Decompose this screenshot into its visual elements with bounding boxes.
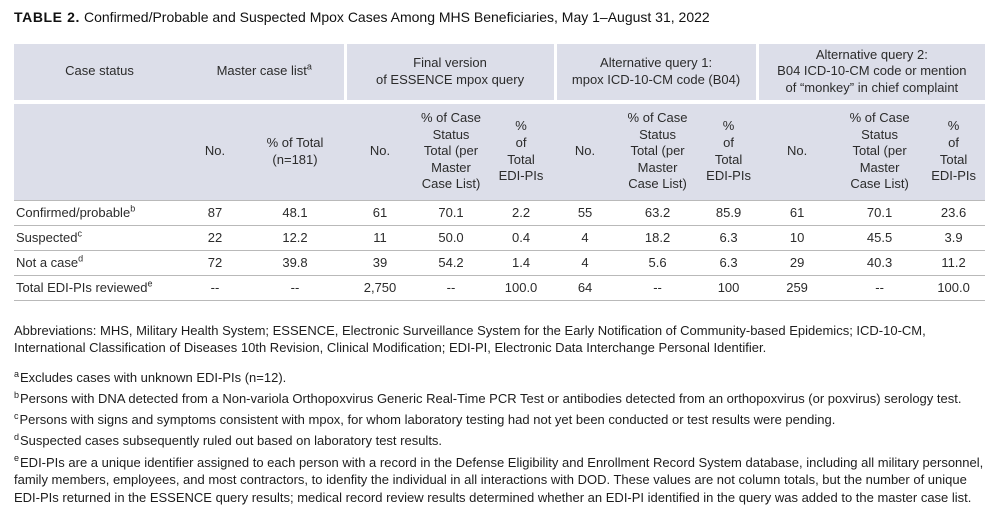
footnote-marker-c: c <box>77 228 82 239</box>
column-header-pct-case-status: % of Case Status Total (per Master Case … <box>415 101 488 201</box>
cell: -- <box>615 275 701 301</box>
abbreviations-text: Abbreviations: MHS, Military Health Syst… <box>14 322 926 356</box>
group-header-row: Case status Master case lista Final vers… <box>14 43 986 104</box>
cell: 45.5 <box>837 225 923 251</box>
cell: 22 <box>185 225 245 251</box>
column-header-pct-total: % of Total (n=181) <box>245 101 346 201</box>
cell: 100.0 <box>487 275 556 301</box>
cell: 10 <box>757 225 838 251</box>
cell: 48.1 <box>245 200 346 226</box>
cell: 63.2 <box>615 200 701 226</box>
column-header-pct-edi-pis: % of Total EDI-PIs <box>487 101 556 201</box>
cell: 61 <box>345 200 416 226</box>
cell: 29 <box>757 250 838 276</box>
table-row-not-a-case: Not a cased 72 39.8 39 54.2 1.4 4 5.6 6.… <box>14 250 986 276</box>
column-header-no: No. <box>555 101 616 201</box>
column-header-row: No. % of Total (n=181) No. % of Case Sta… <box>14 101 986 201</box>
cell: 100 <box>700 275 758 301</box>
footnote-b: bPersons with DNA detected from a Non-va… <box>14 389 962 407</box>
row-label: Total EDI-PIs reviewede <box>14 275 185 301</box>
cell: 11 <box>345 225 416 251</box>
footnote-c: cPersons with signs and symptoms consist… <box>14 410 836 428</box>
cell: 23.6 <box>922 200 986 226</box>
cell: 18.2 <box>615 225 701 251</box>
cell: 259 <box>757 275 838 301</box>
footnotes-section: Abbreviations: MHS, Military Health Syst… <box>14 322 985 507</box>
cell: 6.3 <box>700 250 758 276</box>
row-label: Suspectedc <box>14 225 185 251</box>
cell: 72 <box>185 250 245 276</box>
footnote-marker-d: d <box>78 253 84 264</box>
table-row-total-edi-pis: Total EDI-PIs reviewede -- -- 2,750 -- 1… <box>14 275 986 301</box>
cell: 70.1 <box>415 200 488 226</box>
table-title: TABLE 2. Confirmed/Probable and Suspected… <box>14 9 985 27</box>
footnote-a: aExcludes cases with unknown EDI-PIs (n=… <box>14 368 287 385</box>
cell: 1.4 <box>487 250 556 276</box>
footnote-d: dSuspected cases subsequently ruled out … <box>14 432 443 449</box>
cell: 6.3 <box>700 225 758 251</box>
cell: 85.9 <box>700 200 758 226</box>
column-header-no: No. <box>757 101 838 201</box>
cell: 2.2 <box>487 200 556 226</box>
column-header-no: No. <box>345 101 416 201</box>
cell: 54.2 <box>415 250 488 276</box>
mpox-cases-table: Case status Master case lista Final vers… <box>14 43 986 301</box>
column-header-pct-edi-pis: % of Total EDI-PIs <box>700 101 758 201</box>
cell: -- <box>837 275 923 301</box>
table-number-label: TABLE 2. <box>14 9 80 25</box>
cell: 5.6 <box>615 250 701 276</box>
column-header-pct-case-status: % of Case Status Total (per Master Case … <box>615 101 701 201</box>
empty-header-cell <box>14 101 185 201</box>
cell: 100.0 <box>922 275 986 301</box>
cell: 2,750 <box>345 275 416 301</box>
cell: 12.2 <box>245 225 346 251</box>
cell: 4 <box>555 250 616 276</box>
cell: 87 <box>185 200 245 226</box>
table-row-suspected: Suspectedc 22 12.2 11 50.0 0.4 4 18.2 6.… <box>14 225 986 251</box>
row-label: Confirmed/probableb <box>14 200 185 226</box>
group-header-master-case-list: Master case lista <box>185 43 346 104</box>
group-header-alternative-query-1: Alternative query 1: mpox ICD-10-CM code… <box>553 43 758 104</box>
cell: 61 <box>757 200 838 226</box>
footnote-marker-e: e <box>147 278 153 289</box>
footnote-marker-a: a <box>306 61 312 72</box>
row-label: Not a cased <box>14 250 185 276</box>
footnote-e: eEDI-PIs are a unique identifier assigne… <box>14 453 984 505</box>
cell: 3.9 <box>922 225 986 251</box>
cell: -- <box>245 275 346 301</box>
cell: 70.1 <box>837 200 923 226</box>
group-header-final-essence-query: Final version of ESSENCE mpox query <box>343 43 556 104</box>
table-row-confirmed-probable: Confirmed/probableb 87 48.1 61 70.1 2.2 … <box>14 200 986 226</box>
column-header-no: No. <box>185 101 245 201</box>
cell: 39 <box>345 250 416 276</box>
footnote-marker-b: b <box>130 203 136 214</box>
column-header-pct-edi-pis: % of Total EDI-PIs <box>922 101 986 201</box>
cell: 39.8 <box>245 250 346 276</box>
case-status-header: Case status <box>14 43 185 104</box>
cell: 55 <box>555 200 616 226</box>
cell: 50.0 <box>415 225 488 251</box>
cell: -- <box>415 275 488 301</box>
cell: 40.3 <box>837 250 923 276</box>
cell: 0.4 <box>487 225 556 251</box>
column-header-pct-case-status: % of Case Status Total (per Master Case … <box>837 101 923 201</box>
cell: 64 <box>555 275 616 301</box>
cell: 4 <box>555 225 616 251</box>
table-title-text: Confirmed/Probable and Suspected Mpox Ca… <box>84 9 710 25</box>
group-header-alternative-query-2: Alternative query 2: B04 ICD-10-CM code … <box>755 43 986 104</box>
cell: -- <box>185 275 245 301</box>
cell: 11.2 <box>922 250 986 276</box>
